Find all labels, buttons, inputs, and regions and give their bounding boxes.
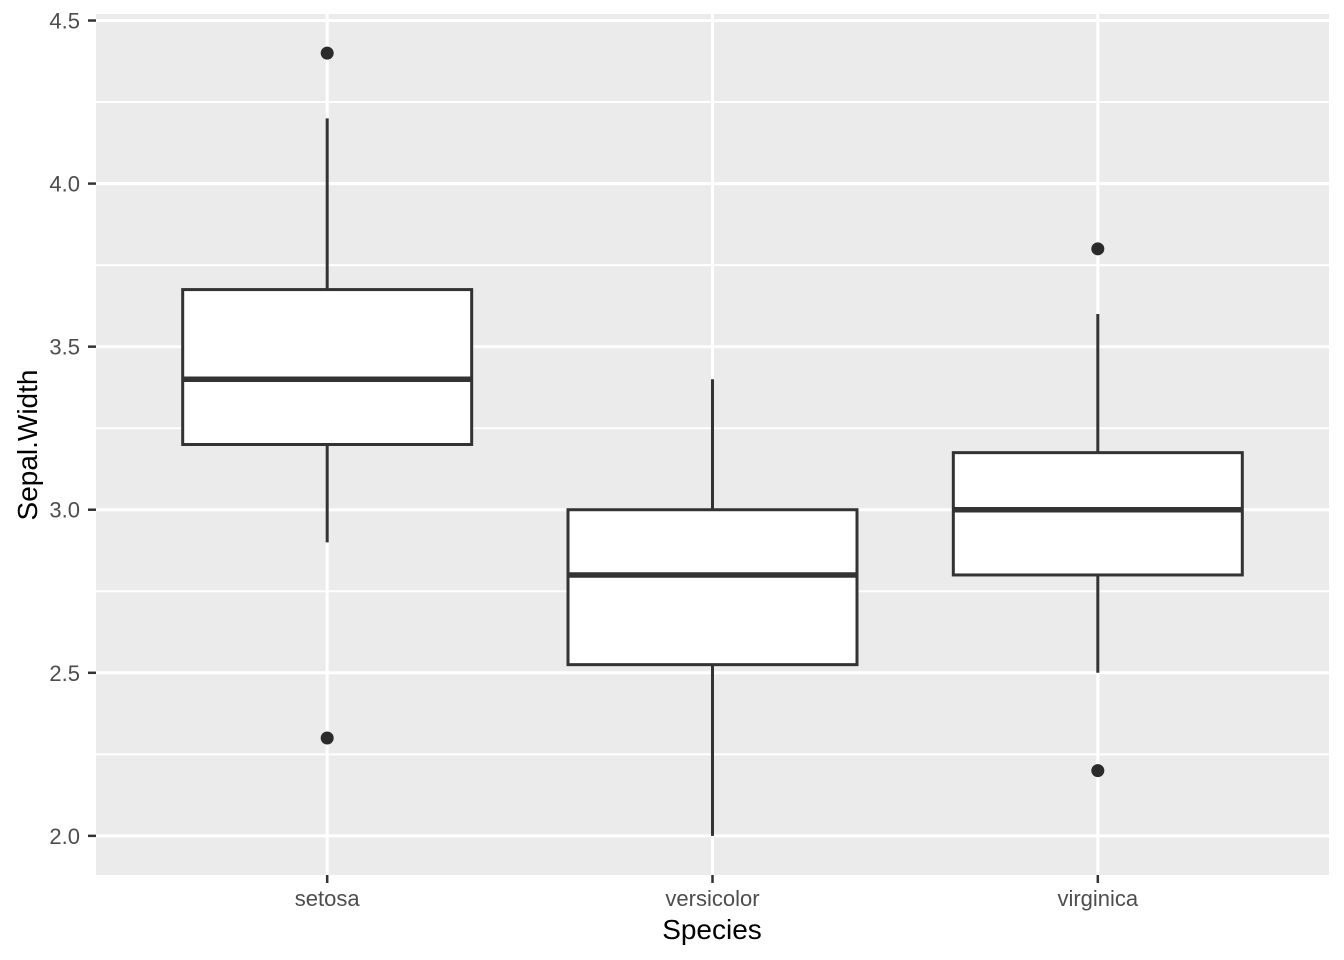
iqr-box — [181, 288, 474, 447]
iqr-box — [951, 451, 1244, 577]
y-tick-label: 2.5 — [49, 661, 80, 686]
outlier-point — [1091, 242, 1105, 256]
y-tick-label: 4.0 — [49, 172, 80, 197]
boxplot-virginica — [951, 242, 1244, 778]
outlier-point — [320, 731, 334, 745]
outlier-point — [1091, 764, 1105, 778]
iqr-box — [566, 508, 859, 667]
x-tick-label: versicolor — [665, 886, 759, 911]
y-tick-label: 3.5 — [49, 335, 80, 360]
x-tick-label: setosa — [295, 886, 361, 911]
plot-panel — [96, 14, 1329, 875]
axes: 2.0 2.5 3.0 3.5 4.0 4.5 setosa versicolor virgin… — [49, 9, 1139, 911]
boxplot-setosa — [181, 46, 474, 745]
x-axis-title: Species — [662, 914, 762, 945]
y-axis-title: Sepal.Width — [12, 370, 43, 521]
x-tick-label: virginica — [1057, 886, 1138, 911]
y-tick-label: 4.5 — [49, 9, 80, 34]
y-tick-label: 3.0 — [49, 498, 80, 523]
outlier-point — [320, 46, 334, 60]
boxplot-versicolor — [566, 379, 859, 836]
y-tick-label: 2.0 — [49, 824, 80, 849]
